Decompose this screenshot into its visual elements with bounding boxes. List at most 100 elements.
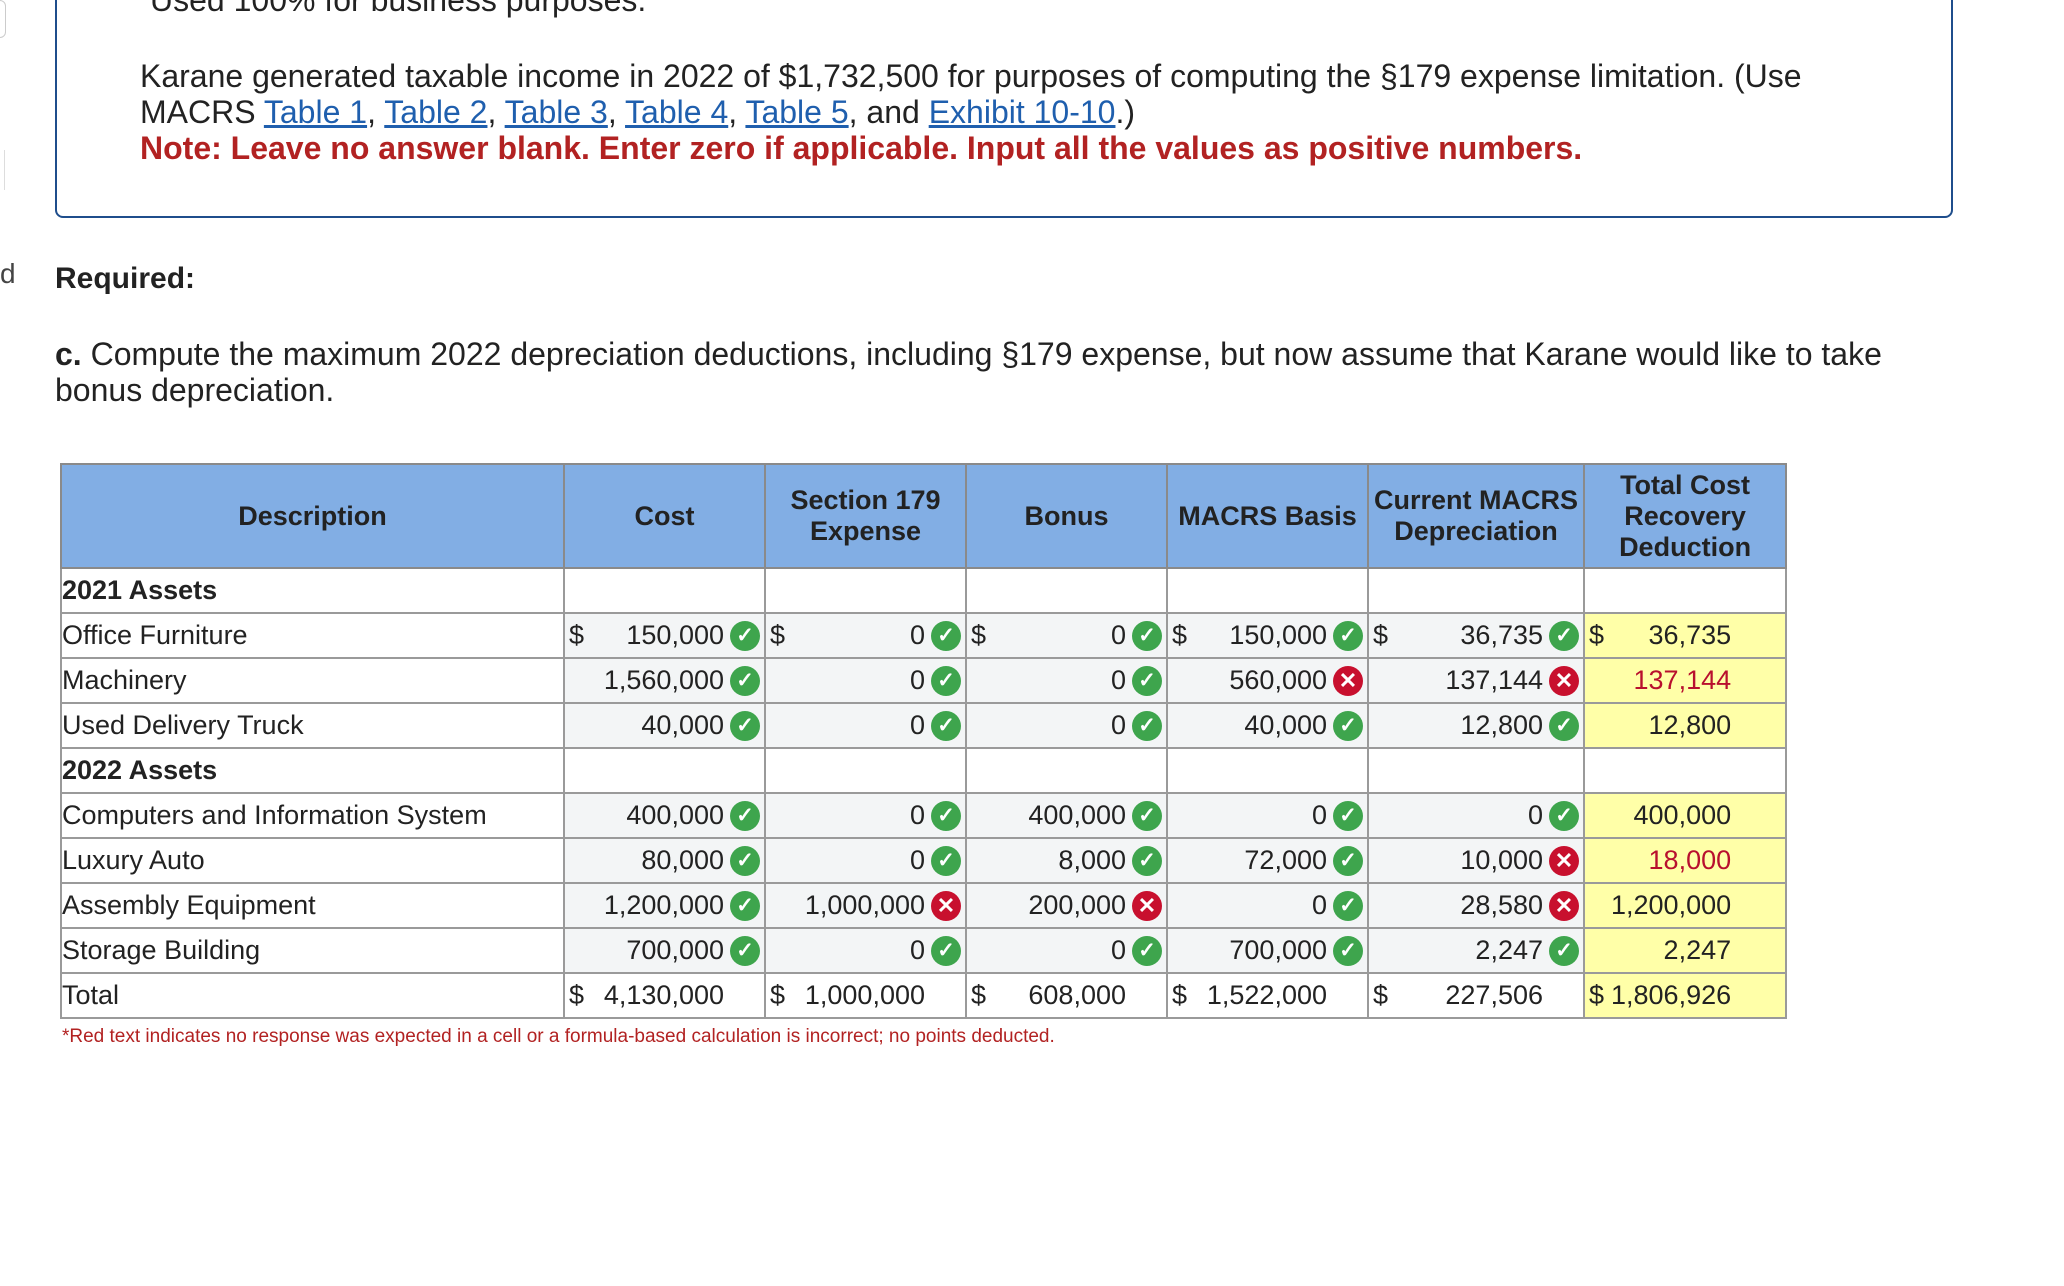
- basis-input-cell[interactable]: $150,000 ✓: [1166, 612, 1369, 659]
- section179-value[interactable]: 0: [909, 800, 925, 830]
- current-input-cell[interactable]: 137,144 ✕: [1367, 657, 1585, 704]
- current-value[interactable]: 137,144: [1445, 665, 1543, 695]
- check-icon: ✓: [730, 935, 760, 966]
- basis-input-cell[interactable]: 40,000 ✓: [1166, 702, 1369, 749]
- check-icon: ✓: [730, 845, 760, 876]
- total-deduction-cell: 1,200,000: [1582, 882, 1788, 929]
- bonus-input-cell[interactable]: $0 ✓: [965, 612, 1168, 659]
- section179-input-cell[interactable]: 0 ✓: [764, 837, 967, 884]
- basis-value[interactable]: 40,000: [1244, 710, 1327, 740]
- link-table-4[interactable]: Table 4: [625, 94, 729, 130]
- cost-value[interactable]: 400,000: [626, 800, 724, 830]
- bonus-value[interactable]: 0: [1110, 620, 1126, 650]
- total-deduction-value: 137,144: [1633, 665, 1732, 695]
- cost-value[interactable]: 150,000: [626, 620, 724, 650]
- section179-value[interactable]: 0: [909, 935, 925, 965]
- bonus-input-cell[interactable]: 400,000 ✓: [965, 792, 1168, 839]
- total-cost-cell: $4,130,000: [563, 972, 766, 1019]
- basis-value[interactable]: 0: [1311, 800, 1327, 830]
- bonus-value[interactable]: 8,000: [1058, 845, 1126, 875]
- link-table-2[interactable]: Table 2: [384, 94, 488, 130]
- bonus-input-cell[interactable]: 200,000 ✕: [965, 882, 1168, 929]
- question-text: Compute the maximum 2022 depreciation de…: [55, 336, 1882, 408]
- check-icon: ✓: [1549, 620, 1579, 651]
- basis-input-cell[interactable]: 0 ✓: [1166, 882, 1369, 929]
- section179-input-cell[interactable]: 0 ✓: [764, 927, 967, 974]
- cost-input-cell[interactable]: 700,000 ✓: [563, 927, 766, 974]
- cost-value[interactable]: 1,200,000: [603, 890, 724, 920]
- current-input-cell[interactable]: 12,800 ✓: [1367, 702, 1585, 749]
- bonus-value[interactable]: 400,000: [1028, 800, 1126, 830]
- basis-value[interactable]: 0: [1311, 890, 1327, 920]
- total-deduction-value: 12,800: [1648, 710, 1732, 740]
- totals-row: Total $4,130,000 $1,000,000 $608,000 $1,522,…: [60, 972, 1788, 1019]
- section179-value[interactable]: 0: [909, 620, 925, 650]
- current-value[interactable]: 10,000: [1460, 845, 1543, 875]
- cost-value[interactable]: 80,000: [641, 845, 724, 875]
- current-value[interactable]: 36,735: [1460, 620, 1543, 650]
- total-deduction-cell: 2,247: [1582, 927, 1788, 974]
- current-input-cell[interactable]: 28,580 ✕: [1367, 882, 1585, 929]
- totals-label: Total: [60, 972, 565, 1019]
- empty-cell: [563, 747, 766, 794]
- currency-symbol: $: [1172, 980, 1188, 1010]
- link-table-1[interactable]: Table 1: [263, 94, 368, 130]
- current-value[interactable]: 28,580: [1460, 890, 1543, 920]
- basis-value[interactable]: 560,000: [1229, 665, 1327, 695]
- cost-input-cell[interactable]: 1,200,000 ✓: [563, 882, 766, 929]
- basis-value[interactable]: 700,000: [1229, 935, 1327, 965]
- basis-input-cell[interactable]: 700,000 ✓: [1166, 927, 1369, 974]
- section179-input-cell[interactable]: $0 ✓: [764, 612, 967, 659]
- section179-value[interactable]: 0: [909, 710, 925, 740]
- link-exhibit-10-10[interactable]: Exhibit 10-10: [928, 94, 1116, 130]
- bonus-value[interactable]: 0: [1110, 665, 1126, 695]
- current-input-cell[interactable]: 10,000 ✕: [1367, 837, 1585, 884]
- section179-input-cell[interactable]: 0 ✓: [764, 657, 967, 704]
- section179-value[interactable]: 0: [909, 845, 925, 875]
- asset-description: Storage Building: [60, 927, 565, 974]
- section179-input-cell[interactable]: 0 ✓: [764, 792, 967, 839]
- cost-input-cell[interactable]: $150,000 ✓: [563, 612, 766, 659]
- table-row: Assembly Equipment 1,200,000 ✓ 1,000,000 ✕ 20…: [60, 882, 1788, 929]
- table-body: 2021 Assets Office Furniture $150,000 ✓ $0 ✓ $…: [60, 567, 1788, 1019]
- section179-input-cell[interactable]: 0 ✓: [764, 702, 967, 749]
- bonus-input-cell[interactable]: 0 ✓: [965, 702, 1168, 749]
- bonus-value[interactable]: 200,000: [1028, 890, 1126, 920]
- basis-value[interactable]: 150,000: [1229, 620, 1327, 650]
- bonus-value[interactable]: 0: [1110, 935, 1126, 965]
- cost-value[interactable]: 700,000: [626, 935, 724, 965]
- bonus-input-cell[interactable]: 0 ✓: [965, 657, 1168, 704]
- empty-cell: [965, 567, 1168, 614]
- basis-value[interactable]: 72,000: [1244, 845, 1327, 875]
- current-input-cell[interactable]: 0 ✓: [1367, 792, 1585, 839]
- current-value[interactable]: 2,247: [1475, 935, 1543, 965]
- bonus-input-cell[interactable]: 8,000 ✓: [965, 837, 1168, 884]
- cost-input-cell[interactable]: 80,000 ✓: [563, 837, 766, 884]
- cost-input-cell[interactable]: 40,000 ✓: [563, 702, 766, 749]
- current-input-cell[interactable]: 2,247 ✓: [1367, 927, 1585, 974]
- bonus-input-cell[interactable]: 0 ✓: [965, 927, 1168, 974]
- total-total-cell: $1,806,926: [1582, 972, 1788, 1019]
- current-value[interactable]: 0: [1527, 800, 1543, 830]
- current-input-cell[interactable]: $36,735 ✓: [1367, 612, 1585, 659]
- link-table-5[interactable]: Table 5: [745, 94, 849, 130]
- section179-value[interactable]: 1,000,000: [804, 890, 925, 920]
- cost-value[interactable]: 40,000: [641, 710, 724, 740]
- currency-symbol: $: [569, 620, 585, 650]
- basis-input-cell[interactable]: 560,000 ✕: [1166, 657, 1369, 704]
- total-total-value: 1,806,926: [1611, 980, 1732, 1010]
- cost-input-cell[interactable]: 400,000 ✓: [563, 792, 766, 839]
- basis-input-cell[interactable]: 0 ✓: [1166, 792, 1369, 839]
- basis-input-cell[interactable]: 72,000 ✓: [1166, 837, 1369, 884]
- check-icon: ✓: [931, 665, 961, 696]
- cost-value[interactable]: 1,560,000: [603, 665, 724, 695]
- current-value[interactable]: 12,800: [1460, 710, 1543, 740]
- link-table-3[interactable]: Table 3: [504, 94, 608, 130]
- section179-value[interactable]: 0: [909, 665, 925, 695]
- separator: ,: [728, 94, 746, 130]
- table-row: Used Delivery Truck 40,000 ✓ 0 ✓ 0 ✓ 40,000 ✓ 12,…: [60, 702, 1788, 749]
- cost-input-cell[interactable]: 1,560,000 ✓: [563, 657, 766, 704]
- bonus-value[interactable]: 0: [1110, 710, 1126, 740]
- section179-input-cell[interactable]: 1,000,000 ✕: [764, 882, 967, 929]
- asset-description: Computers and Information System: [60, 792, 565, 839]
